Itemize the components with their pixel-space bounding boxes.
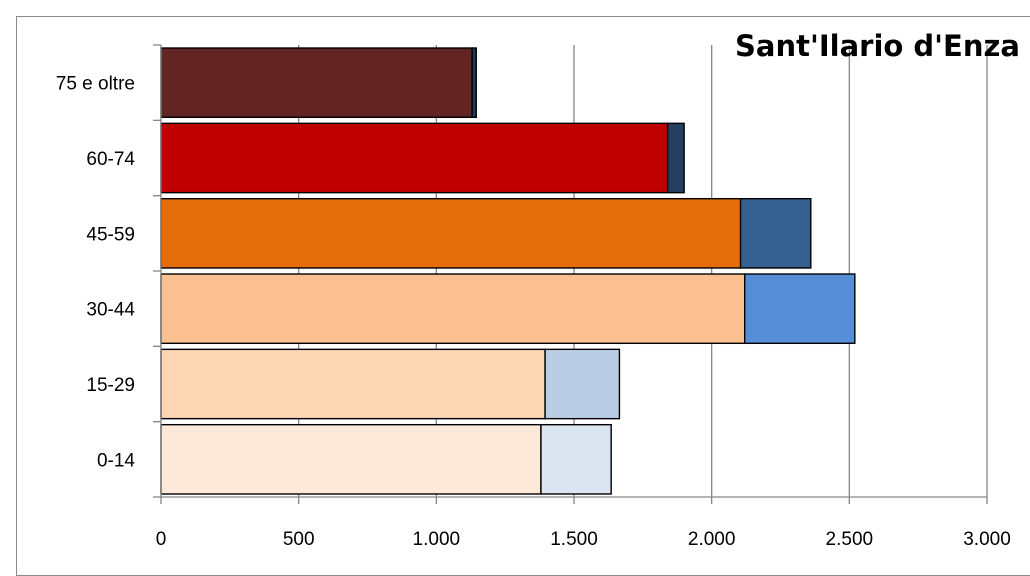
bar-segment-1 bbox=[160, 423, 542, 495]
x-tick-label: 2.000 bbox=[688, 529, 736, 550]
bar-segment-2 bbox=[544, 348, 621, 420]
bar-segment-1 bbox=[160, 197, 742, 269]
x-tick-label: 3.000 bbox=[963, 529, 1011, 550]
y-tick-label: 0-14 bbox=[97, 450, 135, 471]
y-tick-label: 30-44 bbox=[86, 300, 135, 321]
bar-segment-2 bbox=[744, 273, 856, 345]
x-tick-label: 0 bbox=[156, 529, 167, 550]
y-tick-label: 45-59 bbox=[86, 224, 135, 245]
x-tick-label: 2.500 bbox=[826, 529, 874, 550]
population-bar-chart: 0 500 1.000 1.500 2.000 2.500 3.000 75 e oltre 6… bbox=[56, 29, 1020, 550]
bar-segment-1 bbox=[160, 348, 546, 420]
y-tick-label: 75 e oltre bbox=[56, 74, 135, 95]
bar-segment-2 bbox=[471, 47, 477, 119]
x-tick-label: 1.500 bbox=[550, 529, 598, 550]
y-tick-label: 15-29 bbox=[86, 375, 135, 396]
bar-segment-1 bbox=[160, 47, 473, 119]
bar-segment-2 bbox=[540, 423, 612, 495]
x-tick-label: 1.000 bbox=[413, 529, 461, 550]
bar-segment-1 bbox=[160, 273, 746, 345]
x-tick-label: 500 bbox=[283, 529, 315, 550]
bar-segment-1 bbox=[160, 122, 669, 194]
y-tick-label: 60-74 bbox=[86, 149, 135, 170]
bar-segment-2 bbox=[739, 197, 812, 269]
bar-segment-2 bbox=[666, 122, 685, 194]
chart-title: Sant'Ilario d'Enza bbox=[735, 29, 1020, 63]
